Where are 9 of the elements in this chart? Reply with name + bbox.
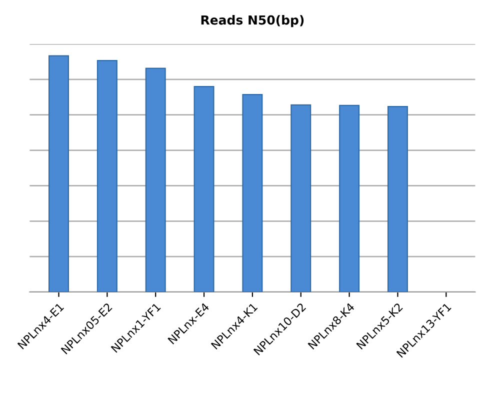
bar	[48, 55, 69, 292]
bar	[387, 106, 408, 292]
bar	[194, 86, 214, 292]
bar	[145, 68, 166, 292]
bar	[290, 104, 312, 292]
bar	[242, 94, 263, 292]
chart-title: Reads N50(bp)	[201, 15, 304, 28]
bar	[339, 104, 360, 292]
bar	[96, 60, 118, 292]
